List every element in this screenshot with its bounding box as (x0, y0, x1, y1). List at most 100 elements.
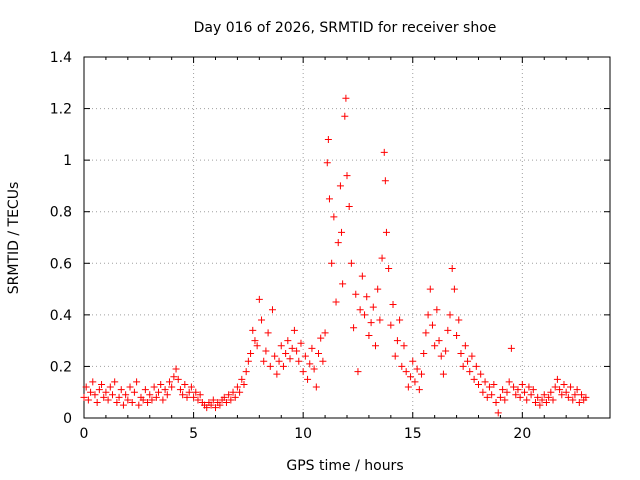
data-point (545, 393, 553, 401)
data-point (558, 391, 566, 399)
data-point (106, 383, 114, 391)
grid-lines (84, 57, 610, 418)
data-point (299, 368, 307, 376)
data-point (165, 378, 173, 386)
data-point (330, 213, 338, 221)
data-point (413, 365, 421, 373)
data-point (286, 355, 294, 363)
data-point (284, 337, 292, 345)
data-point (426, 285, 434, 293)
data-point (538, 396, 546, 404)
data-point (387, 321, 395, 329)
data-point (117, 386, 125, 394)
data-point (529, 386, 537, 394)
data-point (382, 228, 390, 236)
x-tick-label: 5 (189, 426, 198, 442)
data-point (534, 393, 542, 401)
data-point (415, 386, 423, 394)
data-point (466, 368, 474, 376)
data-point (571, 391, 579, 399)
data-points (80, 94, 590, 417)
data-point (225, 391, 233, 399)
y-axis-label: SRMTID / TECUs (6, 182, 22, 295)
data-point (507, 344, 515, 352)
data-point (82, 383, 90, 391)
data-point (187, 383, 195, 391)
data-point (253, 342, 261, 350)
data-point (295, 357, 303, 365)
data-point (556, 386, 564, 394)
data-point (161, 386, 169, 394)
data-point (135, 401, 143, 409)
data-point (194, 396, 202, 404)
data-point (398, 362, 406, 370)
data-point (126, 383, 134, 391)
data-point (439, 370, 447, 378)
data-point (455, 316, 463, 324)
data-point (490, 380, 498, 388)
data-point (146, 391, 154, 399)
data-point (104, 396, 112, 404)
data-point (562, 388, 570, 396)
data-point (163, 391, 171, 399)
data-point (428, 321, 436, 329)
data-point (312, 383, 320, 391)
x-tick-label: 10 (294, 426, 312, 442)
data-point (288, 344, 296, 352)
data-point (152, 393, 160, 401)
y-tick-label: 0.2 (50, 359, 72, 375)
data-point (407, 373, 415, 381)
data-point (518, 380, 526, 388)
data-point (339, 280, 347, 288)
data-point (343, 172, 351, 180)
data-point (527, 391, 535, 399)
data-point (229, 388, 237, 396)
data-point (393, 337, 401, 345)
data-point (378, 254, 386, 262)
data-point (185, 388, 193, 396)
data-point (207, 401, 215, 409)
data-point (431, 342, 439, 350)
data-point (560, 380, 568, 388)
data-point (264, 329, 272, 337)
data-point (345, 203, 353, 211)
data-point (564, 393, 572, 401)
data-point (492, 399, 500, 407)
data-point (422, 329, 430, 337)
data-point (144, 399, 152, 407)
data-point (488, 391, 496, 399)
data-point (381, 177, 389, 185)
data-point (483, 393, 491, 401)
data-point (196, 391, 204, 399)
data-point (306, 360, 314, 368)
data-point (325, 195, 333, 203)
data-point (304, 375, 312, 383)
data-point (93, 399, 101, 407)
data-point (247, 350, 255, 358)
data-point (249, 326, 257, 334)
data-point (262, 347, 270, 355)
data-point (531, 399, 539, 407)
data-point (523, 396, 531, 404)
data-point (238, 375, 246, 383)
data-point (479, 388, 487, 396)
data-point (240, 380, 248, 388)
data-point (461, 342, 469, 350)
data-point (549, 396, 557, 404)
y-tick-label: 0.4 (50, 308, 72, 324)
data-point (216, 401, 224, 409)
data-point (301, 352, 309, 360)
data-point (87, 388, 95, 396)
data-point (365, 331, 373, 339)
data-point (424, 311, 432, 319)
data-point (418, 370, 426, 378)
data-point (385, 264, 393, 272)
data-point (227, 396, 235, 404)
data-point (128, 399, 136, 407)
data-point (536, 401, 544, 409)
data-point (328, 259, 336, 267)
data-point (514, 386, 522, 394)
data-point (157, 380, 165, 388)
data-point (133, 378, 141, 386)
data-point (542, 399, 550, 407)
